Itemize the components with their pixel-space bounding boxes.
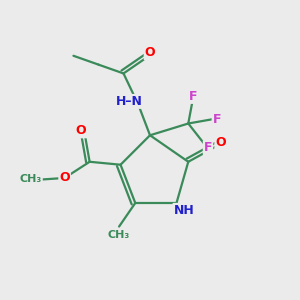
Text: F: F [204, 141, 212, 154]
Text: NH: NH [173, 204, 194, 217]
Text: O: O [215, 136, 226, 149]
Text: F: F [188, 90, 197, 103]
Text: CH₃: CH₃ [108, 230, 130, 240]
Text: H–N: H–N [116, 95, 143, 108]
Text: O: O [59, 172, 70, 184]
Text: F: F [213, 112, 221, 126]
Text: CH₃: CH₃ [20, 174, 42, 184]
Text: O: O [145, 46, 155, 59]
Text: O: O [76, 124, 86, 137]
